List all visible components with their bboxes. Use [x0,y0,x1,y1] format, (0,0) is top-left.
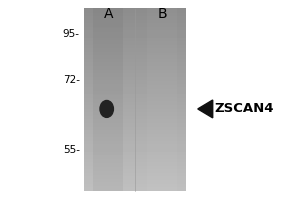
Text: 72-: 72- [63,75,80,85]
Polygon shape [198,100,213,118]
Text: ZSCAN4: ZSCAN4 [214,102,274,115]
Text: 55-: 55- [63,145,80,155]
Text: B: B [157,7,167,21]
Ellipse shape [100,100,113,117]
Text: A: A [103,7,113,21]
Text: 95-: 95- [63,29,80,39]
